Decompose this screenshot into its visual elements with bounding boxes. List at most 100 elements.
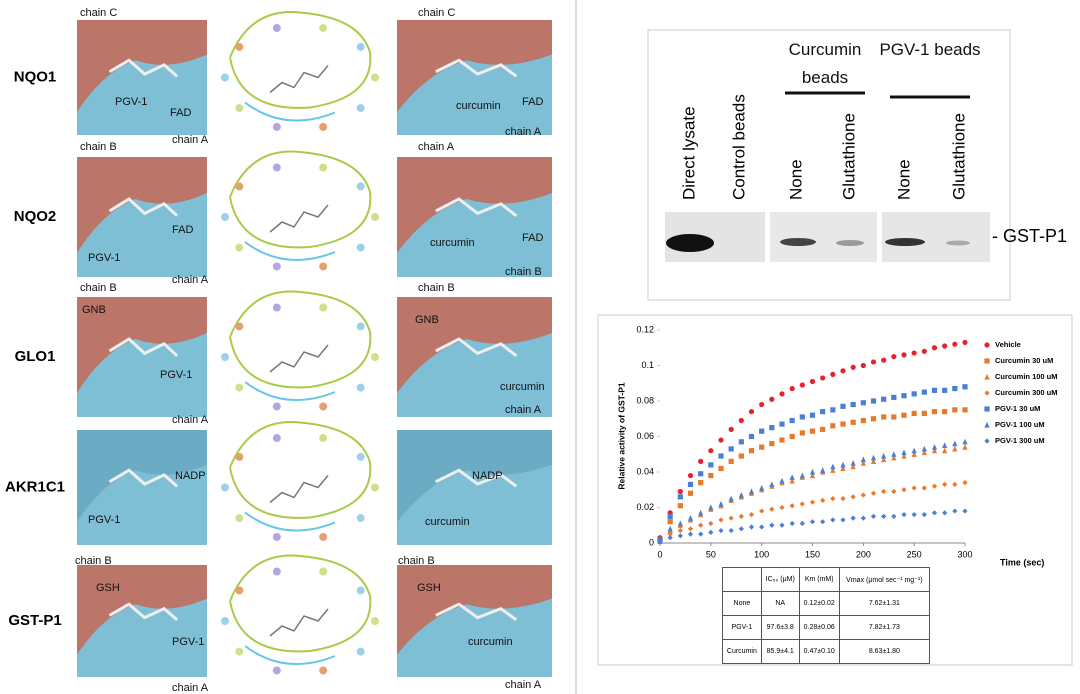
data-point bbox=[952, 441, 957, 447]
data-point bbox=[800, 521, 805, 526]
table-cell: 97.6±3.8 bbox=[761, 616, 799, 640]
protein-name: GST-P1 bbox=[8, 612, 61, 629]
data-point bbox=[729, 528, 734, 533]
data-point bbox=[678, 520, 683, 526]
data-point bbox=[922, 485, 927, 490]
data-point bbox=[688, 526, 693, 531]
data-point bbox=[861, 456, 866, 462]
group-label: PGV-1 beads bbox=[875, 36, 985, 64]
data-point bbox=[779, 505, 784, 510]
residue bbox=[235, 104, 243, 112]
data-point bbox=[688, 473, 693, 478]
data-point bbox=[759, 445, 764, 450]
y-tick-label: 0.02 bbox=[636, 502, 654, 512]
legend-label: Curcumin 30 uM bbox=[995, 356, 1053, 365]
residue bbox=[371, 353, 379, 361]
data-point bbox=[800, 501, 805, 506]
structure-label: chain B bbox=[418, 282, 455, 294]
data-point bbox=[678, 528, 683, 533]
data-point bbox=[830, 496, 835, 501]
table-header: Km (mM) bbox=[799, 568, 839, 592]
data-point bbox=[901, 352, 906, 357]
structure-label: chain A bbox=[505, 679, 542, 691]
interaction-contour bbox=[230, 556, 370, 652]
legend-label: Curcumin 100 uM bbox=[995, 372, 1058, 381]
structure-label: FAD bbox=[522, 96, 543, 108]
data-point bbox=[830, 517, 835, 522]
residue bbox=[319, 434, 327, 442]
data-point bbox=[922, 512, 927, 517]
data-point bbox=[718, 517, 723, 522]
legend-marker bbox=[984, 390, 989, 395]
kinetics-table: IC₅₀ (μM)Km (mM)Vmax (μmol sec⁻¹ mg⁻¹) N… bbox=[722, 567, 930, 664]
data-point bbox=[820, 467, 825, 473]
structure-label: chain B bbox=[398, 555, 435, 567]
data-point bbox=[881, 358, 886, 363]
data-point bbox=[942, 510, 947, 515]
data-point bbox=[718, 501, 723, 507]
residue bbox=[273, 304, 281, 312]
structure-label: chain B bbox=[80, 141, 117, 153]
residue bbox=[319, 262, 327, 270]
data-point bbox=[708, 530, 713, 535]
data-point bbox=[769, 523, 774, 528]
molecule bbox=[270, 205, 328, 232]
data-point bbox=[729, 496, 734, 502]
data-point bbox=[851, 494, 856, 499]
structure-label: GSH bbox=[417, 582, 441, 594]
lane-label: None bbox=[894, 159, 913, 200]
interaction-contour bbox=[230, 12, 370, 108]
data-point bbox=[942, 482, 947, 487]
table-cell: Curcumin bbox=[723, 640, 762, 664]
data-point bbox=[881, 397, 886, 402]
x-axis-label: Time (sec) bbox=[1000, 557, 1044, 567]
data-point bbox=[881, 453, 886, 459]
legend-label: Vehicle bbox=[995, 340, 1021, 349]
residue bbox=[319, 568, 327, 576]
data-point bbox=[830, 372, 835, 377]
protein-name: NQO1 bbox=[14, 68, 57, 85]
data-point bbox=[820, 519, 825, 524]
data-point bbox=[759, 485, 764, 491]
data-point bbox=[932, 510, 937, 515]
data-point bbox=[698, 510, 703, 516]
structure-label: chain A bbox=[505, 404, 542, 416]
data-point bbox=[840, 462, 845, 468]
data-point bbox=[759, 524, 764, 529]
data-point bbox=[962, 439, 967, 445]
table-cell: 7.62±1.31 bbox=[839, 592, 929, 616]
table-cell: PGV-1 bbox=[723, 616, 762, 640]
data-point bbox=[942, 343, 947, 348]
data-point bbox=[952, 446, 957, 452]
residue bbox=[221, 484, 229, 492]
structure-label: FAD bbox=[172, 224, 193, 236]
data-point bbox=[769, 425, 774, 430]
lane-label: Glutathione bbox=[949, 113, 968, 200]
y-tick-label: 0 bbox=[649, 537, 654, 547]
data-point bbox=[932, 409, 937, 414]
data-point bbox=[912, 411, 917, 416]
residue bbox=[371, 484, 379, 492]
residue bbox=[221, 74, 229, 82]
interaction-contour bbox=[230, 422, 370, 518]
data-point bbox=[800, 414, 805, 419]
residue bbox=[235, 43, 243, 51]
protein-name: AKR1C1 bbox=[5, 478, 65, 495]
band-label: - GST-P1 bbox=[992, 226, 1067, 246]
data-point bbox=[962, 340, 967, 345]
data-point bbox=[790, 386, 795, 391]
structure-label: NADP bbox=[175, 470, 206, 482]
structure-label: curcumin bbox=[456, 100, 501, 112]
structure-label: chain B bbox=[80, 282, 117, 294]
data-point bbox=[840, 368, 845, 373]
residue bbox=[319, 123, 327, 131]
data-point bbox=[861, 400, 866, 405]
data-point bbox=[678, 503, 683, 508]
data-point bbox=[881, 414, 886, 419]
data-point bbox=[901, 512, 906, 517]
data-point bbox=[779, 421, 784, 426]
data-point bbox=[840, 404, 845, 409]
data-point bbox=[779, 437, 784, 442]
data-point bbox=[952, 386, 957, 391]
y-tick-label: 0.12 bbox=[636, 324, 654, 334]
